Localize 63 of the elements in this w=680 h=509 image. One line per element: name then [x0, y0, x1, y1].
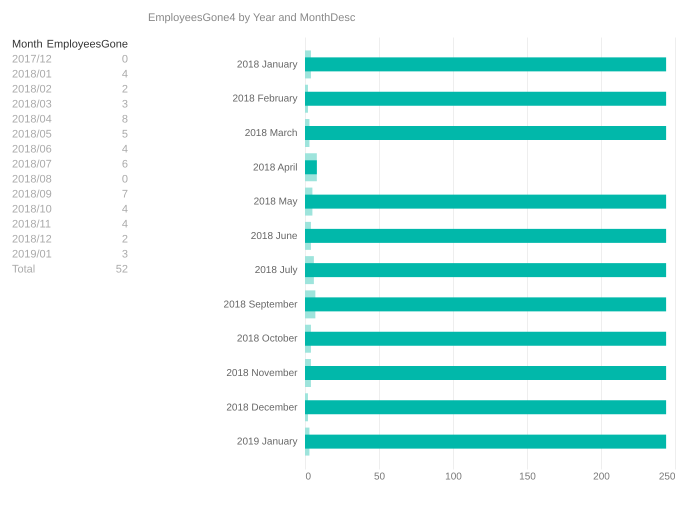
data-label: 4 [122, 144, 128, 156]
category-label: 2018/08 [12, 174, 52, 186]
y-tick-label: 2018 October [236, 334, 298, 345]
y-tick-label: 2018 November [226, 368, 298, 379]
data-label: 8 [122, 114, 128, 126]
chart-title: EmployeesGone4 by Year and MonthDesc [148, 12, 356, 24]
bar [305, 400, 666, 414]
data-label: 2 [122, 84, 128, 96]
bar [305, 228, 666, 243]
y-tick-label: 2018 September [224, 299, 298, 310]
y-tick-label: 2018 July [254, 265, 298, 276]
data-label: 4 [122, 204, 128, 216]
bar [305, 332, 666, 346]
x-tick-label: 150 [519, 472, 536, 482]
x-tick-label: 100 [445, 472, 462, 482]
text: EmployeesGone [46, 38, 128, 50]
x-tick-label: 50 [374, 472, 386, 482]
text: Total [12, 264, 36, 276]
category-label: 2018/05 [12, 128, 52, 140]
x-tick-label: 0 [306, 472, 312, 482]
bar [305, 160, 317, 174]
category-label: 2018/11 [12, 218, 51, 230]
category-label: 2018/04 [12, 114, 52, 126]
y-tick-label: 2018 May [254, 196, 298, 208]
y-tick-label: 2018 April [253, 162, 298, 174]
bar [305, 434, 666, 449]
data-label: 0 [122, 54, 128, 66]
data-label: 4 [122, 68, 128, 80]
category-label: 2017/12 [12, 54, 52, 66]
category-label: 2018/03 [12, 98, 52, 110]
bar [305, 263, 666, 278]
data-label: 0 [122, 174, 128, 186]
bar [305, 57, 666, 72]
data-label: 3 [122, 98, 128, 110]
y-tick-label: 2018 December [226, 402, 298, 414]
text: Month [12, 38, 43, 50]
bar [305, 194, 666, 209]
category-label: 2018/06 [12, 144, 52, 156]
category-label: 2018/07 [12, 158, 52, 170]
category-label: 2018/12 [12, 234, 52, 246]
category-label: 2018/10 [12, 204, 52, 216]
y-tick-label: 2018 March [244, 128, 298, 139]
data-label: 6 [122, 158, 128, 170]
bar [305, 92, 666, 106]
bar [305, 126, 666, 140]
bar [305, 366, 666, 380]
data-label: 2 [122, 234, 128, 246]
x-tick-label: 200 [593, 472, 610, 482]
category-label: 2018/02 [12, 84, 52, 96]
data-label: 3 [122, 248, 128, 260]
data-label: 7 [122, 188, 128, 200]
y-tick-label: 2019 January [236, 436, 298, 448]
x-tick-label: 250 [658, 472, 676, 482]
data-label: 4 [122, 218, 128, 230]
category-label: 2019/01 [12, 248, 52, 260]
y-tick-label: 2018 February [232, 94, 298, 105]
bar [305, 297, 666, 312]
y-tick-label: 2018 January [236, 59, 298, 70]
text: 52 [116, 264, 128, 276]
y-tick-label: 2018 June [250, 230, 298, 242]
category-label: 2018/01 [12, 68, 52, 80]
data-label: 5 [122, 128, 128, 140]
category-label: 2018/09 [12, 188, 52, 200]
